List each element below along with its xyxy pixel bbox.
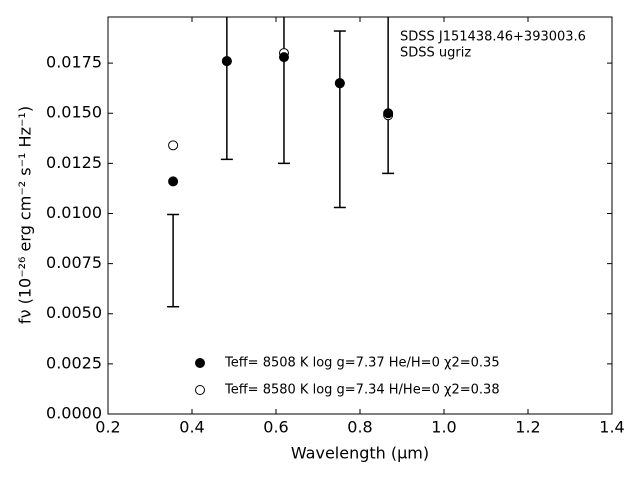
point bbox=[168, 176, 179, 187]
point bbox=[383, 108, 394, 119]
x-tick-label: 0.8 bbox=[347, 418, 372, 437]
error-bar bbox=[167, 213, 180, 308]
x-tick-label: 1.4 bbox=[599, 418, 624, 437]
x-tick-label: 0.4 bbox=[179, 418, 204, 437]
annotation: SDSS J151438.46+393003.6 bbox=[400, 30, 586, 45]
y-tick-label: 0.0175 bbox=[46, 53, 102, 72]
x-axis-label: Wavelength (μm) bbox=[291, 444, 429, 463]
y-tick-label: 0.0075 bbox=[46, 253, 102, 272]
legend-label: Teff= 8580 K log g=7.34 H/He=0 χ2=0.38 bbox=[224, 383, 500, 398]
legend-marker bbox=[195, 385, 205, 395]
point bbox=[221, 56, 232, 67]
y-tick-label: 0.0100 bbox=[46, 203, 102, 222]
point bbox=[168, 140, 179, 151]
y-tick-label: 0.0050 bbox=[46, 303, 102, 322]
x-tick-label: 1.0 bbox=[431, 418, 456, 437]
error-bar bbox=[382, 17, 395, 175]
x-tick-label: 0.6 bbox=[263, 418, 288, 437]
y-axis-label: fν (10⁻²⁶ erg cm⁻² s⁻¹ Hz⁻¹) bbox=[16, 106, 35, 324]
point bbox=[334, 78, 345, 89]
x-tick-label: 1.2 bbox=[515, 418, 540, 437]
annotation: SDSS ugriz bbox=[400, 46, 471, 61]
y-tick-label: 0.0125 bbox=[46, 153, 102, 172]
y-tick-label: 0.0150 bbox=[46, 103, 102, 122]
plot-area bbox=[167, 17, 395, 308]
y-tick-label: 0.0025 bbox=[46, 353, 102, 372]
error-bar bbox=[277, 17, 290, 165]
point bbox=[278, 52, 289, 63]
error-bar bbox=[220, 17, 233, 161]
legend-label: Teff= 8508 K log g=7.37 He/H=0 χ2=0.35 bbox=[224, 356, 500, 371]
plot-frame bbox=[107, 16, 613, 415]
error-bar bbox=[333, 30, 346, 209]
legend-marker bbox=[195, 358, 205, 368]
x-tick-label: 0.2 bbox=[95, 418, 120, 437]
y-tick-label: 0.0000 bbox=[46, 404, 102, 423]
